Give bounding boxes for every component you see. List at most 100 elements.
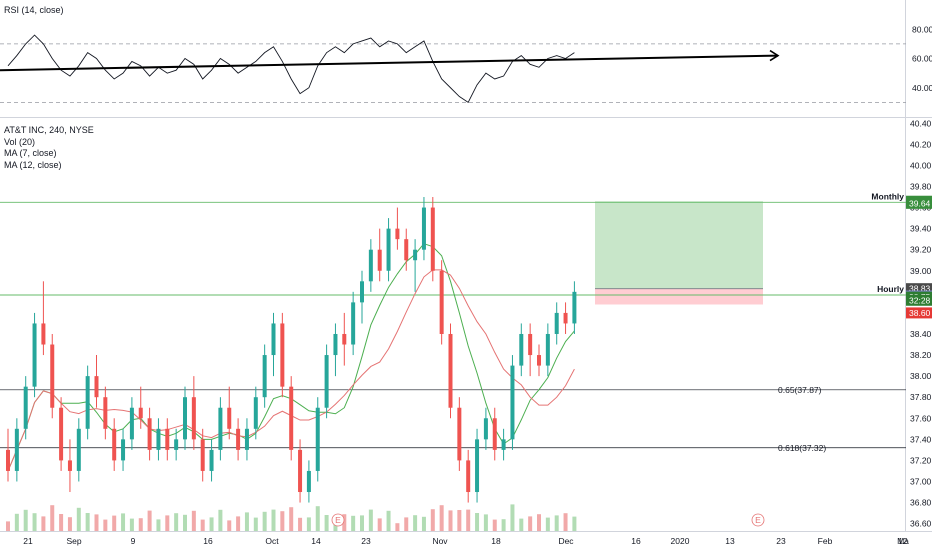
candle-body [537, 355, 541, 366]
earnings-marker-icon [751, 513, 765, 527]
volume-bar [404, 517, 409, 531]
rsi-panel[interactable] [0, 34, 906, 104]
price-axis-label: 36.80 [910, 498, 932, 508]
earnings-marker-icon [331, 513, 345, 527]
volume-bar [306, 517, 311, 531]
take-profit-zone [595, 201, 763, 289]
price-axis[interactable]: 80.0060.0040.0040.4040.2040.0039.8039.60… [906, 24, 932, 529]
price-axis-label: 38.40 [910, 329, 932, 339]
candle-body [50, 344, 55, 408]
candle-body [103, 397, 108, 429]
price-axis-label: 37.40 [910, 434, 932, 444]
candle-body [183, 397, 187, 440]
price-axis-label: 37.80 [910, 392, 932, 402]
volume-bar [342, 514, 347, 531]
candle-body [430, 207, 435, 271]
price-axis-label: 39.80 [910, 181, 932, 191]
candle-body [404, 239, 409, 261]
rsi-title: RSI (14, close) [4, 5, 64, 15]
candle-body [368, 249, 373, 282]
candle-body [280, 323, 285, 387]
stop-loss-zone [595, 288, 763, 305]
volume-bar [572, 516, 577, 531]
volume-bar [483, 514, 488, 531]
volume-bar [112, 515, 117, 531]
volume-bar [14, 513, 19, 531]
candle-body [200, 439, 205, 471]
price-axis-label: 40.40 [910, 118, 932, 128]
price-tag-box [906, 197, 932, 209]
candle-body [174, 439, 179, 450]
volume-bar [545, 517, 550, 531]
volume-bar [236, 516, 241, 531]
volume-bar [324, 515, 329, 531]
volume-bar [218, 509, 223, 531]
time-axis-label: 14 [311, 536, 321, 546]
volume-bar [537, 514, 541, 531]
volume-bar [183, 514, 187, 531]
candle-body [23, 386, 28, 429]
time-axis-label: 2020 [671, 536, 690, 546]
candle-body [14, 428, 19, 471]
candle-body [262, 355, 267, 398]
price-axis-label: 37.00 [910, 476, 932, 486]
volume-bar [244, 512, 249, 531]
candle-body [554, 312, 559, 334]
time-axis-label: 18 [491, 536, 501, 546]
price-tag-box [906, 307, 932, 319]
volume-bar [147, 510, 152, 531]
time-axis-label: Nov [432, 536, 448, 546]
candle-body [59, 407, 64, 461]
candle-body [227, 407, 232, 429]
candle-body [112, 428, 117, 461]
candle-body [510, 365, 515, 440]
rsi-trendline [0, 54, 779, 72]
earnings-marker-label: E [335, 515, 341, 525]
volume-bar [227, 520, 232, 531]
price-axis-label: 40.20 [910, 139, 932, 149]
volume-bar [41, 516, 46, 531]
candle-body [528, 333, 533, 356]
time-axis-label: Feb [818, 536, 833, 546]
volume-bar [386, 510, 391, 531]
candle-body [360, 281, 364, 303]
price-tag-box [906, 294, 932, 306]
volume-bar [121, 513, 126, 531]
volume-bar [413, 515, 418, 531]
volume-bar [377, 518, 382, 531]
price-legend: AT&T INC, 240, NYSE Vol (20) MA (7, clos… [4, 125, 94, 171]
volume-bar [165, 515, 170, 531]
volume-bar [368, 509, 373, 531]
symbol-title: AT&T INC, 240, NYSE [4, 125, 94, 135]
candle-body [41, 323, 46, 345]
time-axis-label: 12 [898, 536, 908, 546]
candle-body [475, 439, 480, 493]
candle-body [386, 228, 391, 271]
volume-bar [519, 518, 524, 531]
rsi-axis-label: 40.00 [912, 83, 932, 93]
price-panel[interactable]: Monthly Hourly 0.65(37.87) 0.618(37.32) E E [0, 191, 906, 531]
candle-body [253, 397, 258, 429]
trendline-arrowhead [769, 49, 780, 62]
price-tag-label: 32:28 [909, 295, 931, 305]
price-axis-label: 39.20 [910, 245, 932, 255]
candle-body [218, 407, 223, 450]
rsi-axis-label: 60.00 [912, 54, 932, 64]
candle-body [448, 333, 453, 408]
rsi-axis-label: 80.00 [912, 24, 932, 34]
candle-body [342, 333, 347, 345]
volume-bar [253, 517, 258, 531]
volume-bar [563, 513, 568, 531]
time-axis-label: 9 [131, 536, 136, 546]
candle-body [519, 333, 524, 366]
price-axis-label: 37.20 [910, 455, 932, 465]
time-axis-label: Oct [265, 536, 279, 546]
level-label: 0.65(37.87) [778, 385, 822, 395]
volume-bar [554, 515, 559, 531]
volume-bar [271, 509, 276, 531]
candle-body [76, 428, 81, 471]
volume-bar [280, 511, 285, 531]
candle-body [306, 470, 311, 493]
